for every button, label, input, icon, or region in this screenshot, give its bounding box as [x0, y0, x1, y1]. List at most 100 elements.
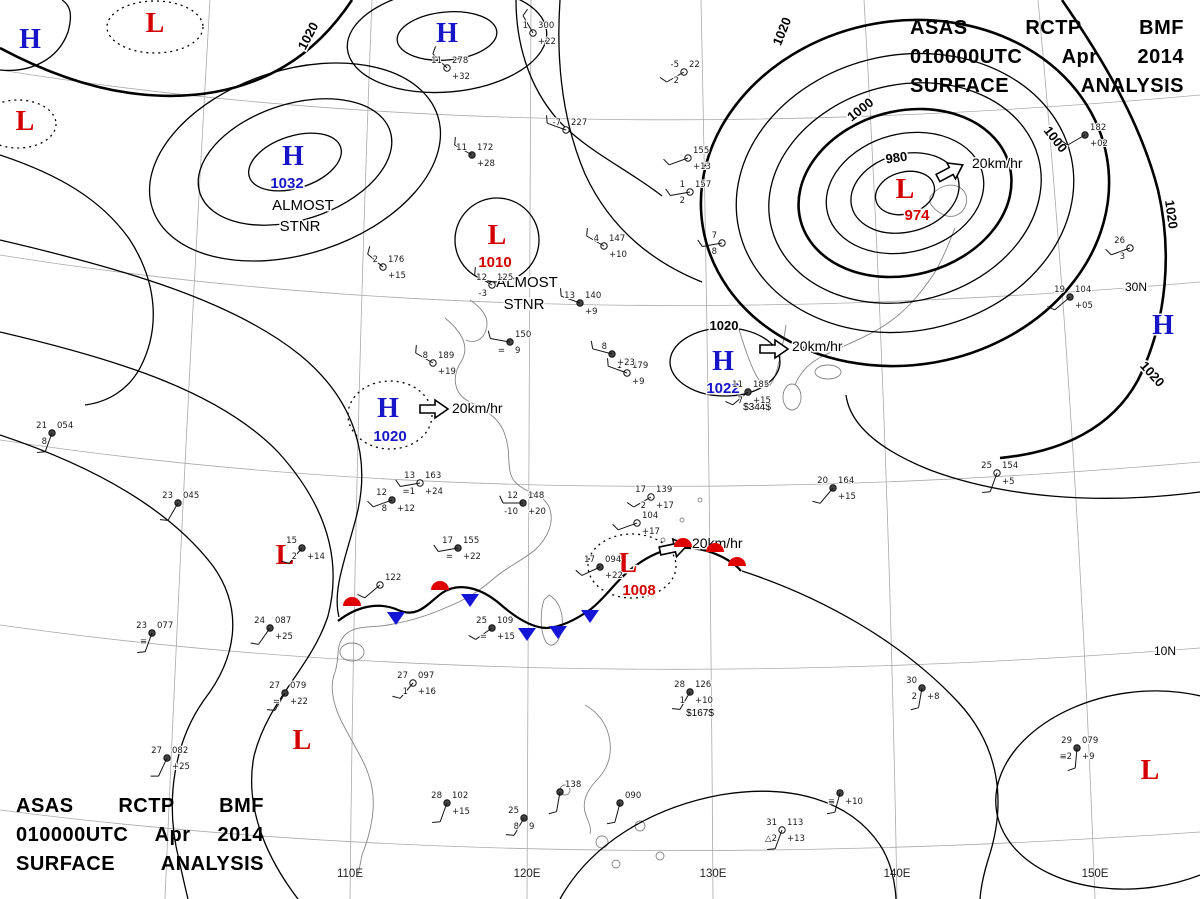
station-value: 28: [431, 791, 442, 801]
station-value: 23: [162, 491, 173, 501]
station-value: 23: [136, 621, 147, 631]
wind-barb-tick-icon: [606, 821, 615, 825]
station-value: 7: [738, 396, 743, 406]
station-value: 8: [42, 437, 47, 447]
wind-barb-tick-icon: [266, 709, 276, 711]
isobar-path: [995, 690, 1200, 890]
high-center-symbol: H: [19, 24, 41, 55]
longitude-label: 120E: [514, 868, 541, 880]
station-value: -3: [479, 289, 487, 299]
isobar-path-bold: [0, 0, 354, 98]
coastline-island: [339, 642, 365, 662]
wind-barb-tick-icon: [499, 495, 504, 504]
station-value: +25: [275, 632, 293, 642]
station-value: 1: [523, 21, 528, 31]
station-value: 2: [912, 692, 917, 702]
wind-barb-icon: [490, 338, 511, 343]
station-value: 082: [172, 746, 188, 756]
longitude-label: 150E: [1082, 868, 1109, 880]
station-value: 122: [385, 573, 401, 583]
wind-barb-icon: [1111, 247, 1131, 256]
coastline-island: [660, 537, 666, 543]
station-value: 12: [476, 273, 487, 283]
isobar-label: 1020: [1162, 199, 1181, 230]
wind-barb-tick-icon: [560, 288, 562, 297]
wind-barb-tick-icon: [697, 239, 703, 247]
station-plot: ≡ +10: [826, 789, 864, 815]
wind-barb-icon: [158, 757, 168, 777]
station-value: 163: [425, 471, 441, 481]
cold-front-symbol: [518, 628, 536, 641]
station-value: 054: [57, 421, 73, 431]
station-plot: 78: [697, 230, 726, 258]
station-value: 148: [528, 491, 544, 501]
longitude-line: [164, 0, 211, 899]
station-value: 104: [642, 511, 658, 521]
station-plot: 24 087 +25: [250, 615, 294, 645]
wind-barb-icon: [432, 53, 448, 69]
wind-barb-tick-icon: [433, 544, 439, 552]
pressure-value: 974: [904, 207, 930, 224]
station-value: △2: [765, 834, 777, 844]
wind-barb-icon: [44, 432, 53, 452]
wind-barb-icon: [918, 687, 923, 708]
isobar-path: [874, 170, 936, 216]
latitude-line: [0, 809, 1200, 851]
station-plot: 104 +17: [612, 510, 661, 538]
station-value: +12: [397, 504, 415, 514]
wind-barb-tick-icon: [395, 479, 401, 487]
latitude-line: [0, 439, 1200, 487]
station-value: 27: [269, 681, 280, 691]
wind-barb-tick-icon: [812, 500, 821, 504]
wind-barb-icon: [474, 274, 493, 286]
wind-barb-icon: [989, 472, 998, 492]
longitude-label: 110E: [337, 868, 363, 880]
isobar-label: 1020: [295, 20, 322, 53]
station-plot: 122: [357, 572, 402, 599]
high-center-symbol: H: [282, 141, 304, 172]
wind-barb-tick-icon: [357, 594, 365, 599]
station-value: 26: [1114, 236, 1125, 246]
station-plot: 26 3: [1105, 235, 1134, 263]
warm-front-symbol: [674, 538, 692, 547]
station-value: 27: [151, 746, 162, 756]
station-plot: 13 163 =1 +24: [395, 470, 444, 498]
station-value: +22: [463, 552, 481, 562]
wind-barb-tick-icon: [1067, 767, 1076, 772]
station-plot: -7 227: [546, 115, 588, 134]
longitude-line: [349, 0, 373, 899]
isobar-path: [396, 11, 498, 61]
station-plot: 25 8 9: [505, 805, 535, 836]
station-value: 12: [376, 488, 387, 498]
station-plot: 12 148 -10 +20: [499, 490, 547, 518]
pressure-value: 1032: [270, 175, 303, 192]
wind-barb-tick-icon: [1060, 140, 1068, 146]
wind-barb-icon: [633, 496, 652, 508]
pressure-value: 1020: [373, 428, 406, 445]
station-value: 2: [680, 196, 685, 206]
station-value: 138: [565, 780, 581, 790]
station-value: +10: [609, 250, 627, 260]
station-value: +20: [528, 507, 546, 517]
station-plot: 28 102 +15: [430, 790, 471, 823]
station-value: 2: [373, 255, 378, 265]
isobar-label: 980: [885, 149, 909, 167]
cold-front-symbol: [549, 626, 567, 639]
isobar-path: [247, 132, 343, 192]
isobar-path-dotted: [0, 99, 57, 149]
station-plot: 17 139 2 +17: [626, 484, 675, 512]
wind-barb-icon: [513, 817, 525, 836]
station-value: ≡: [828, 797, 835, 807]
station-plot: 13 140 +9: [560, 288, 602, 318]
station-value: 7: [712, 231, 717, 241]
station-value: 11: [732, 380, 743, 390]
station-value: 21: [36, 421, 47, 431]
wind-barb-icon: [167, 502, 179, 521]
station-value: 140: [585, 291, 601, 301]
wind-barb-tick-icon: [671, 708, 681, 710]
wind-barb-icon: [547, 122, 567, 131]
station-plot: 25 109 = +15: [468, 615, 516, 643]
cold-front-symbol: [581, 610, 599, 623]
station-value: +16: [418, 687, 436, 697]
